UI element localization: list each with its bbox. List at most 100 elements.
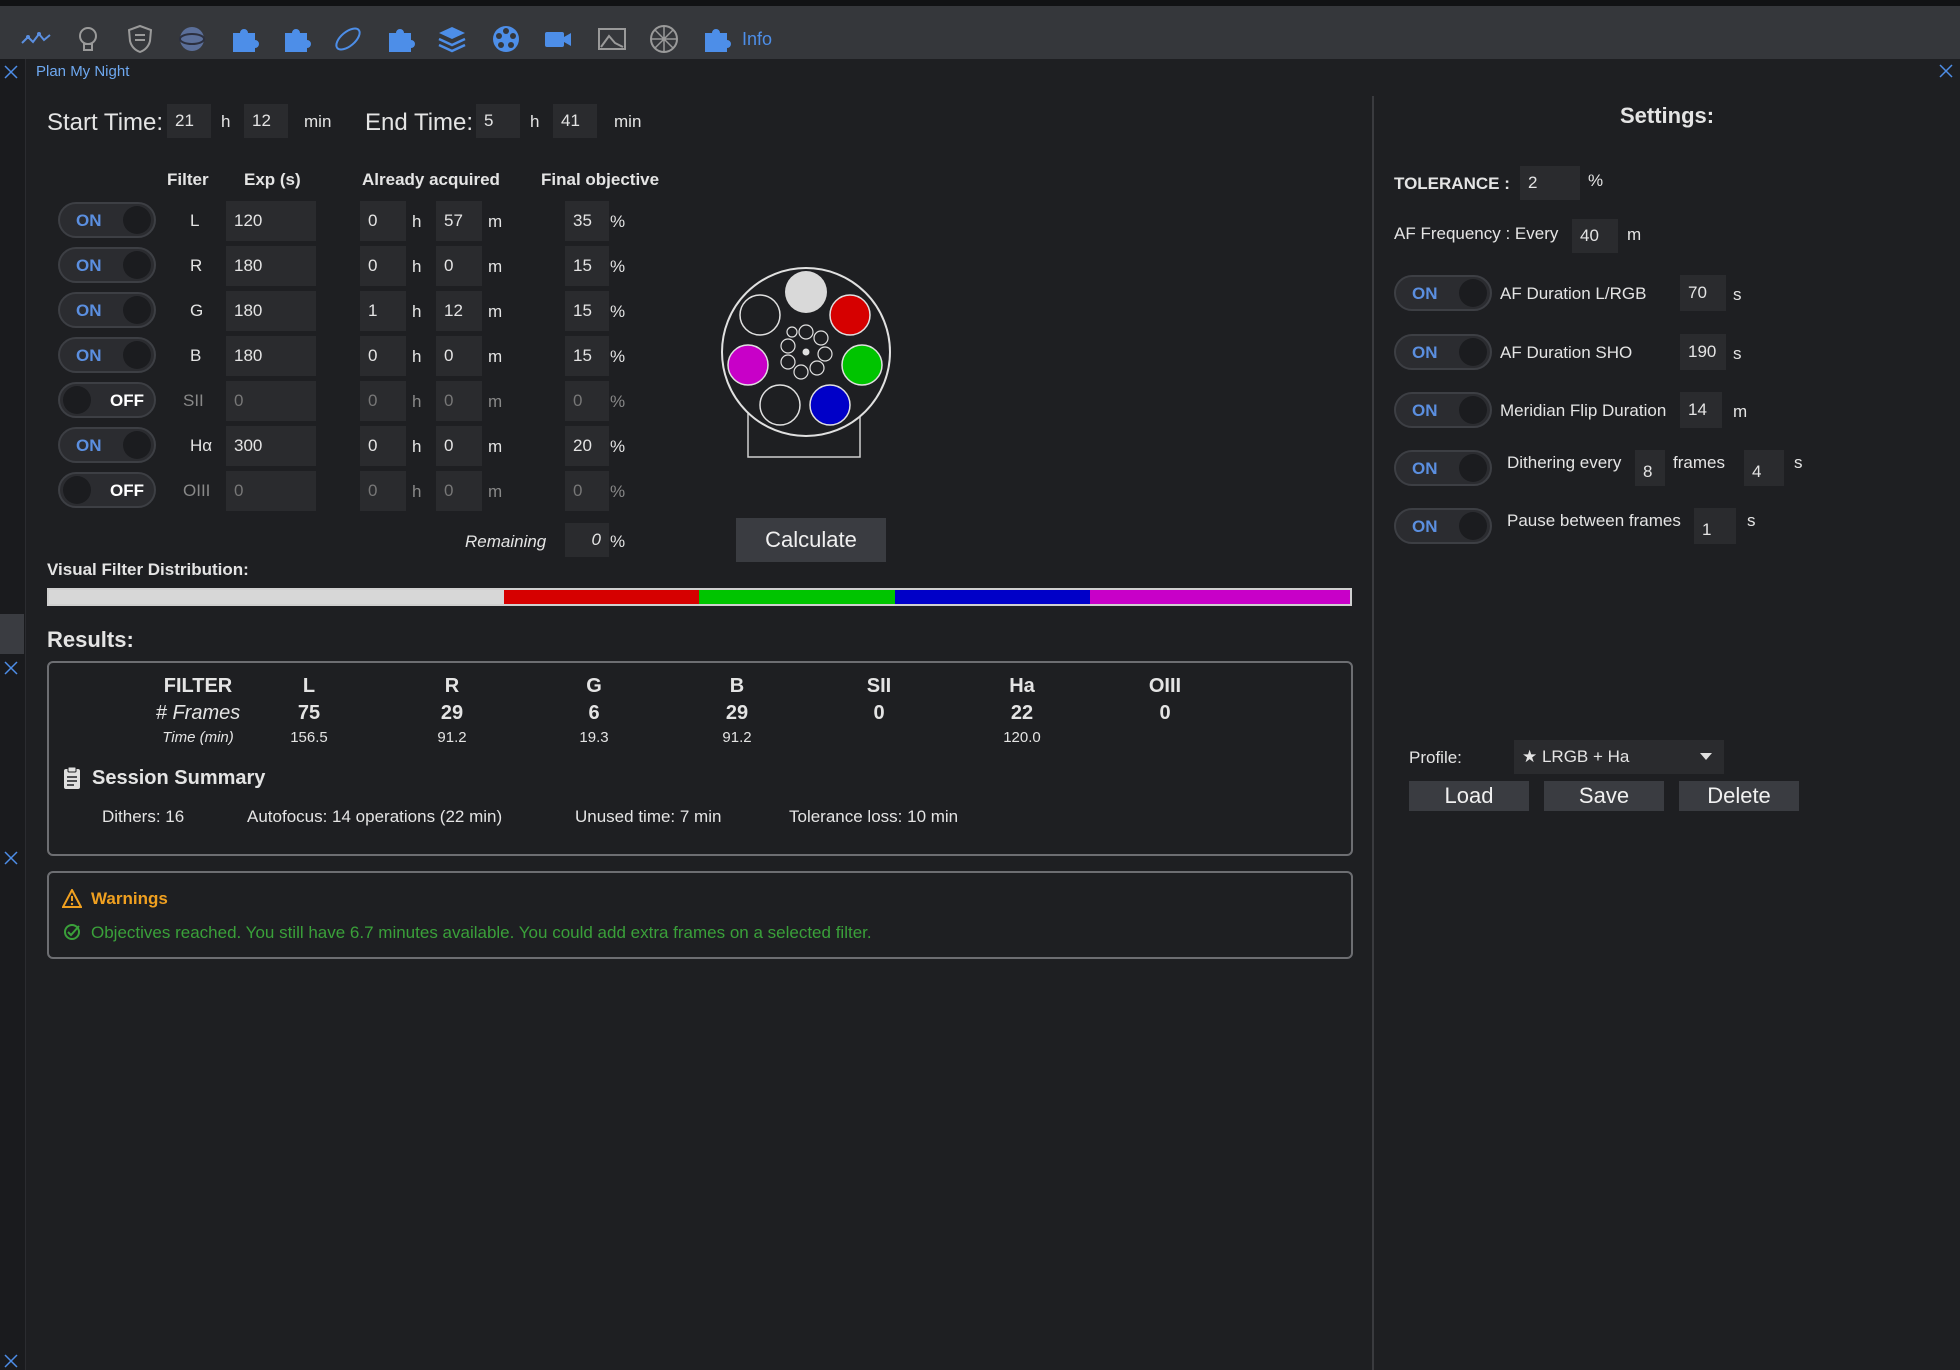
chart-line-icon[interactable] (20, 23, 52, 55)
warning-icon (62, 889, 82, 908)
result-time: 91.2 (722, 729, 752, 746)
percent-unit: % (610, 347, 626, 366)
close-icon[interactable] (3, 64, 19, 80)
acquired-minutes-input[interactable]: 0 (436, 246, 482, 286)
orbit-icon[interactable] (332, 23, 364, 55)
af-frequency-input[interactable]: 40 (1572, 219, 1618, 253)
end-hour-input[interactable]: 5 (476, 104, 520, 138)
toggle-knob (1459, 338, 1487, 366)
toggle-knob (123, 206, 151, 234)
acquired-hours-input[interactable]: 0 (360, 426, 406, 466)
result-frame-count: 6 (588, 702, 600, 724)
result-filter-name: L (302, 675, 316, 697)
puzzle-icon[interactable] (700, 23, 732, 55)
acquired-minutes-input[interactable]: 0 (436, 471, 482, 511)
minute-unit: min (304, 112, 332, 131)
exposure-input[interactable]: 300 (226, 426, 316, 466)
puzzle-icon[interactable] (280, 23, 312, 55)
exposure-input[interactable]: 0 (226, 471, 316, 511)
dithering-frames-label: frames (1673, 453, 1725, 472)
close-icon[interactable] (3, 660, 19, 676)
exposure-input[interactable]: 180 (226, 246, 316, 286)
toggle-state: ON (1412, 401, 1438, 420)
exposure-input[interactable]: 180 (226, 336, 316, 376)
start-minute-input[interactable]: 12 (244, 104, 288, 138)
af-duration-sho-input[interactable]: 190 (1680, 334, 1726, 370)
minute-unit: m (488, 392, 503, 411)
camera-icon[interactable] (542, 23, 574, 55)
puzzle-icon[interactable] (228, 23, 260, 55)
pause-between-frames-label: Pause between frames (1507, 511, 1681, 530)
objective-input[interactable]: 20 (565, 426, 609, 466)
af-duration-lrgb-toggle[interactable]: ON (1394, 275, 1492, 311)
layers-icon[interactable] (436, 23, 468, 55)
result-frame-count: 22 (1010, 702, 1034, 724)
filter-wheel-icon[interactable] (490, 23, 522, 55)
acquired-minutes-input[interactable]: 0 (436, 336, 482, 376)
acquired-minutes-input[interactable]: 57 (436, 201, 482, 241)
filter-toggle[interactable]: ON (58, 427, 156, 463)
pause-between-frames-toggle[interactable]: ON (1394, 508, 1492, 544)
percent-unit: % (610, 482, 626, 501)
af-duration-lrgb-input[interactable]: 70 (1680, 275, 1726, 311)
objective-input[interactable]: 35 (565, 201, 609, 241)
objective-input[interactable]: 0 (565, 471, 609, 511)
acquired-hours-input[interactable]: 0 (360, 471, 406, 511)
filter-toggle[interactable]: OFF (58, 472, 156, 508)
delete-profile-button[interactable]: Delete (1679, 781, 1799, 811)
dome-icon[interactable] (648, 23, 680, 55)
meridian-flip-input[interactable]: 14 (1680, 392, 1722, 428)
acquired-minutes-input[interactable]: 0 (436, 426, 482, 466)
sphere-icon[interactable] (176, 23, 208, 55)
toggle-knob (1459, 279, 1487, 307)
exposure-input[interactable]: 0 (226, 381, 316, 421)
acquired-hours-input[interactable]: 0 (360, 381, 406, 421)
acquired-minutes-input[interactable]: 12 (436, 291, 482, 331)
start-hour-input[interactable]: 21 (167, 104, 211, 138)
toggle-knob (1459, 512, 1487, 540)
result-frame-count: 75 (297, 702, 321, 724)
frames-row-label: # Frames (155, 702, 241, 724)
pause-between-frames-input[interactable]: 1 (1694, 508, 1736, 544)
exposure-input[interactable]: 180 (226, 291, 316, 331)
settings-title: Settings: (1620, 103, 1715, 128)
puzzle-icon[interactable] (384, 23, 416, 55)
close-icon[interactable] (3, 850, 19, 866)
af-duration-sho-toggle[interactable]: ON (1394, 334, 1492, 370)
filter-toggle[interactable]: OFF (58, 382, 156, 418)
objective-input[interactable]: 15 (565, 291, 609, 331)
filter-toggle[interactable]: ON (58, 337, 156, 373)
hour-unit: h (412, 482, 422, 501)
filter-toggle[interactable]: ON (58, 247, 156, 283)
tolerance-input[interactable]: 2 (1520, 166, 1580, 200)
filter-toggle[interactable]: ON (58, 292, 156, 328)
load-profile-button[interactable]: Load (1409, 781, 1529, 811)
exposure-input[interactable]: 120 (226, 201, 316, 241)
lightbulb-icon[interactable] (72, 23, 104, 55)
acquired-hours-input[interactable]: 0 (360, 201, 406, 241)
dithering-toggle[interactable]: ON (1394, 450, 1492, 486)
objective-input[interactable]: 15 (565, 246, 609, 286)
result-filter-name: R (444, 675, 460, 697)
filter-toggle[interactable]: ON (58, 202, 156, 238)
save-profile-button[interactable]: Save (1544, 781, 1664, 811)
end-minute-input[interactable]: 41 (553, 104, 597, 138)
close-icon[interactable] (1938, 63, 1954, 79)
acquired-minutes-input[interactable]: 0 (436, 381, 482, 421)
close-icon[interactable] (3, 1353, 19, 1369)
meridian-flip-toggle[interactable]: ON (1394, 392, 1492, 428)
acquired-hours-input[interactable]: 0 (360, 246, 406, 286)
dithering-input[interactable]: 4 (1744, 450, 1784, 486)
objective-input[interactable]: 0 (565, 381, 609, 421)
telescope-view-icon[interactable] (596, 23, 628, 55)
dithering-input[interactable]: 8 (1635, 450, 1665, 486)
profile-select[interactable]: ★ LRGB + Ha (1514, 740, 1724, 774)
acquired-hours-input[interactable]: 0 (360, 336, 406, 376)
results-column: L 75 156.5 (249, 675, 369, 747)
percent-unit: % (610, 532, 626, 551)
info-tab[interactable]: Info (742, 29, 773, 49)
shield-icon[interactable] (124, 23, 156, 55)
objective-input[interactable]: 15 (565, 336, 609, 376)
calculate-button[interactable]: Calculate (736, 518, 886, 562)
acquired-hours-input[interactable]: 1 (360, 291, 406, 331)
